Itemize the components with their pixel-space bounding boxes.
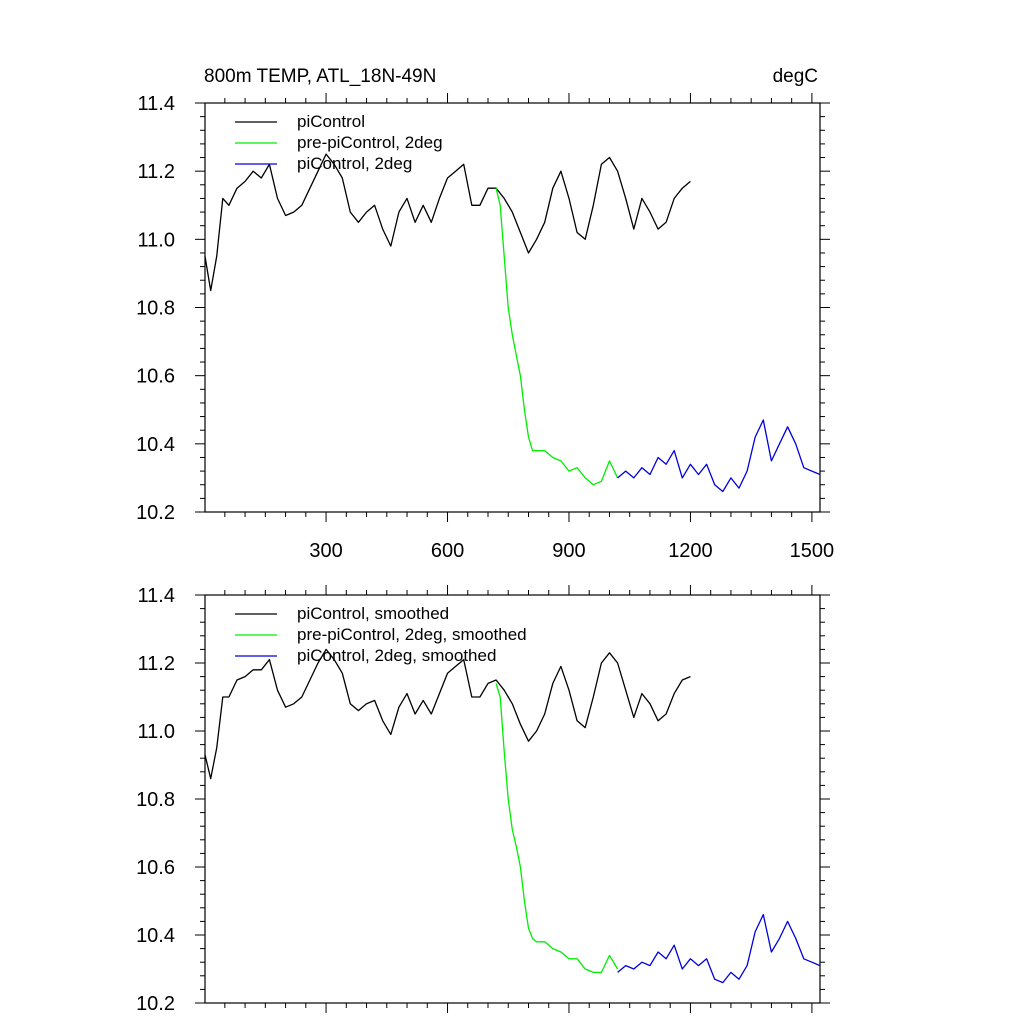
y-tick-label: 11.2 xyxy=(138,653,175,675)
legend-label-1: piControl, smoothed xyxy=(297,604,449,623)
x-tick-label: 1200 xyxy=(668,540,713,562)
legend-label-1: piControl xyxy=(297,112,365,131)
legend-label-2: pre-piControl, 2deg, smoothed xyxy=(297,625,527,644)
x-tick-label: 600 xyxy=(431,540,464,562)
legend-label-3: piControl, 2deg, smoothed xyxy=(297,646,496,665)
y-tick-label: 10.2 xyxy=(136,502,175,524)
top-panel: 800m TEMP, ATL_18N-49N degC 10.2 10.4 10.6… xyxy=(136,66,834,562)
x-tick-label: 1500 xyxy=(790,540,835,562)
x-tick-label: 900 xyxy=(552,540,585,562)
y-tick-label: 11.4 xyxy=(138,585,175,607)
y-tick-label: 10.8 xyxy=(136,298,175,320)
y-tick-label: 10.8 xyxy=(136,789,175,811)
chart-title: 800m TEMP, ATL_18N-49N xyxy=(204,66,436,87)
y-tick-label: 11.0 xyxy=(138,229,175,251)
series-line-2 xyxy=(495,683,619,974)
y-tick-label: 11.4 xyxy=(138,93,175,115)
y-tick-label: 10.4 xyxy=(136,434,175,456)
legend-label-3: piControl, 2deg xyxy=(297,154,412,173)
y-tick-label: 10.4 xyxy=(136,925,175,947)
y-tick-label: 10.6 xyxy=(136,366,175,388)
series-line-3 xyxy=(617,913,821,984)
legend-label-2: pre-piControl, 2deg xyxy=(297,133,443,152)
series-line-2 xyxy=(495,188,619,486)
bottom-panel: 10.2 10.4 10.6 10.8 11.0 11.2 11.4 piControl, s… xyxy=(136,585,830,1015)
series-line-1 xyxy=(204,648,691,780)
x-tick-label: 300 xyxy=(309,540,342,562)
y-tick-label: 10.6 xyxy=(136,857,175,879)
series-line-3 xyxy=(617,419,821,493)
y-tick-label: 11.2 xyxy=(138,161,175,183)
y-tick-label: 11.0 xyxy=(138,721,175,743)
series-line-1 xyxy=(204,153,691,292)
y-tick-label: 10.2 xyxy=(136,993,175,1015)
chart-units: degC xyxy=(773,66,818,87)
